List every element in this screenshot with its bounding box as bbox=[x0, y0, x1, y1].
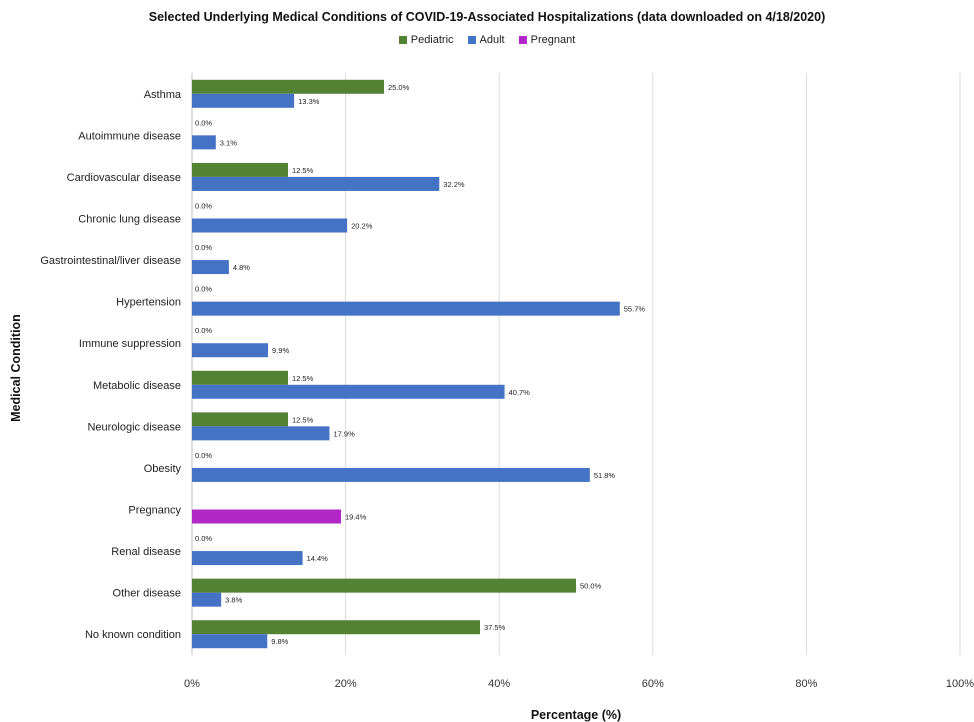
data-label: 9.8% bbox=[271, 637, 288, 646]
bar-adult-metabolic-disease bbox=[192, 384, 505, 399]
legend-item-pediatric: Pediatric bbox=[398, 34, 454, 46]
data-label: 0.0% bbox=[195, 451, 212, 460]
bar-pediatric-cardiovascular-disease bbox=[192, 162, 288, 177]
x-tick-label: 100% bbox=[946, 678, 974, 690]
data-label: 32.2% bbox=[443, 180, 465, 189]
data-label: 0.0% bbox=[195, 118, 212, 127]
legend-swatch-adult bbox=[467, 36, 476, 44]
legend-swatch-pediatric bbox=[398, 36, 407, 44]
bar-adult-renal-disease bbox=[192, 551, 303, 566]
data-label: 14.4% bbox=[307, 554, 329, 563]
y-tick-label: Autoimmune disease bbox=[78, 130, 181, 142]
data-label: 12.5% bbox=[292, 166, 314, 175]
data-label: 40.7% bbox=[509, 388, 531, 397]
x-tick-label: 20% bbox=[335, 678, 357, 690]
legend-label-pediatric: Pediatric bbox=[410, 34, 454, 46]
data-label: 4.8% bbox=[233, 263, 250, 272]
bar-pediatric-asthma bbox=[192, 79, 384, 94]
y-tick-label: Obesity bbox=[144, 463, 182, 475]
y-tick-label: Pregnancy bbox=[128, 505, 181, 517]
data-label: 9.9% bbox=[272, 346, 289, 355]
y-tick-label: Cardiovascular disease bbox=[67, 172, 181, 184]
bar-adult-chronic-lung-disease bbox=[192, 218, 348, 233]
y-tick-label: Other disease bbox=[113, 588, 181, 600]
data-label: 0.0% bbox=[195, 534, 212, 543]
y-tick-label: Renal disease bbox=[111, 546, 181, 558]
bar-adult-gastrointestinal-liver-disease bbox=[192, 260, 229, 275]
y-tick-label: Neurologic disease bbox=[87, 421, 181, 433]
bar-adult-neurologic-disease bbox=[192, 426, 330, 441]
bar-adult-immune-suppression bbox=[192, 343, 269, 358]
data-label: 12.5% bbox=[292, 374, 314, 383]
bar-pregnant-pregnancy bbox=[192, 509, 341, 524]
data-label: 51.8% bbox=[594, 471, 616, 480]
legend: Pediatric Adult Pregnant bbox=[0, 34, 974, 46]
data-label: 0.0% bbox=[195, 202, 212, 211]
legend-item-adult: Adult bbox=[467, 34, 505, 46]
legend-item-pregnant: Pregnant bbox=[518, 34, 576, 46]
data-label: 37.5% bbox=[484, 623, 506, 632]
data-label: 0.0% bbox=[195, 243, 212, 252]
x-tick-label: 0% bbox=[184, 678, 200, 690]
bar-pediatric-neurologic-disease bbox=[192, 412, 288, 427]
x-tick-label: 60% bbox=[642, 678, 664, 690]
bar-adult-other-disease bbox=[192, 592, 222, 607]
legend-swatch-pregnant bbox=[518, 36, 527, 44]
x-axis-title: Percentage (%) bbox=[530, 708, 622, 722]
y-tick-label: Chronic lung disease bbox=[78, 214, 181, 226]
bar-adult-no-known-condition bbox=[192, 634, 268, 649]
y-tick-label: Hypertension bbox=[116, 297, 181, 309]
bar-adult-cardiovascular-disease bbox=[192, 176, 440, 191]
legend-label-adult: Adult bbox=[479, 34, 505, 46]
y-tick-label: No known condition bbox=[85, 629, 181, 641]
data-label: 3.8% bbox=[225, 596, 242, 605]
bar-pediatric-metabolic-disease bbox=[192, 370, 288, 385]
legend-label-pregnant: Pregnant bbox=[530, 34, 576, 46]
data-label: 13.3% bbox=[298, 97, 320, 106]
data-label: 50.0% bbox=[580, 582, 602, 591]
y-tick-label: Metabolic disease bbox=[93, 380, 181, 392]
bar-adult-hypertension bbox=[192, 301, 620, 316]
bar-adult-asthma bbox=[192, 93, 295, 108]
bar-adult-obesity bbox=[192, 467, 590, 482]
data-label: 25.0% bbox=[388, 83, 410, 92]
data-label: 20.2% bbox=[351, 222, 373, 231]
data-label: 55.7% bbox=[624, 305, 646, 314]
y-tick-label: Immune suppression bbox=[79, 338, 181, 350]
data-label: 12.5% bbox=[292, 415, 314, 424]
x-tick-label: 40% bbox=[488, 678, 510, 690]
data-label: 0.0% bbox=[195, 326, 212, 335]
x-tick-label: 80% bbox=[795, 678, 817, 690]
y-tick-label: Asthma bbox=[144, 89, 182, 101]
chart-title: Selected Underlying Medical Conditions o… bbox=[148, 10, 826, 24]
bar-pediatric-no-known-condition bbox=[192, 620, 480, 635]
data-label: 3.1% bbox=[220, 138, 237, 147]
bar-pediatric-other-disease bbox=[192, 578, 576, 593]
data-label: 19.4% bbox=[345, 513, 367, 522]
data-label: 0.0% bbox=[195, 285, 212, 294]
data-label: 17.9% bbox=[333, 429, 355, 438]
bar-adult-autoimmune-disease bbox=[192, 135, 216, 150]
y-tick-label: Gastrointestinal/liver disease bbox=[40, 255, 181, 267]
